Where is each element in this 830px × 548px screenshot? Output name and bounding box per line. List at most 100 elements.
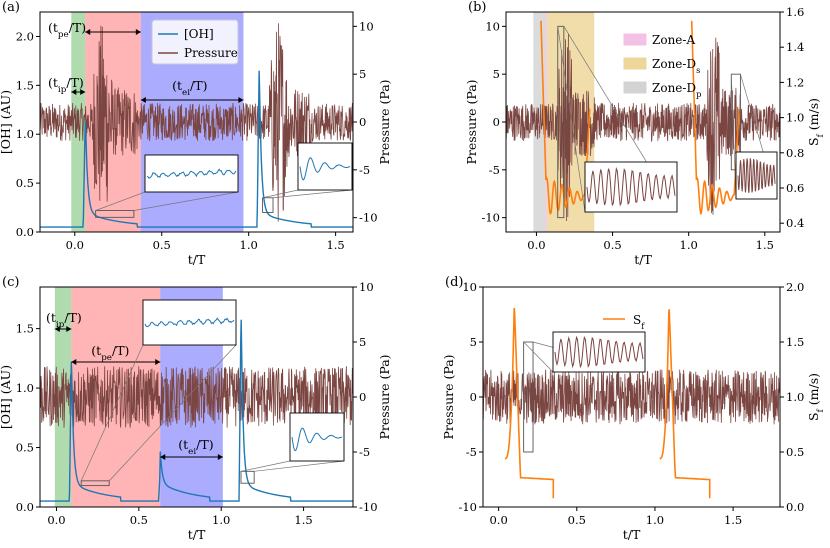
annotation-pe-tail: /T): [69, 20, 86, 35]
inset-connector: [240, 460, 291, 472]
y-tick-label-left: -5: [466, 445, 477, 459]
oh-line: [40, 319, 353, 502]
annotation-ei-arrowhead-right: [217, 454, 223, 460]
annotation-ei: (tei/T): [172, 78, 207, 98]
y-tick-label-right: 1.4: [786, 40, 804, 54]
x-tick-label: 1.5: [756, 238, 774, 252]
plot-area: [506, 12, 780, 232]
y-tick-label-right: 5: [359, 67, 366, 81]
annotation-pe-base: (t: [91, 343, 101, 358]
y-tick-label-right: 5: [359, 335, 366, 349]
annotation-ip-base: (t: [46, 310, 56, 325]
legend-zone-label: Zone-Ds: [652, 57, 700, 75]
y-tick-label-right: 0.0: [786, 500, 804, 514]
annotation-ip-tail: /T): [66, 75, 83, 90]
y-tick-label-left: 0.0: [16, 225, 34, 239]
panel-d: 0.0 0.5 1.0 1.5 -10 -5 0 5 10 0.0 0.5 1.0 1.5 2.0 t/T P…: [441, 275, 826, 542]
annotation-ip-tail: /T): [64, 310, 81, 325]
annotation-ei-arrowhead-left: [160, 454, 166, 460]
y-tick-label-left: 5: [470, 335, 477, 349]
inset-source-rect: [80, 480, 110, 487]
y-tick-label-right: 0.8: [786, 146, 804, 160]
annotation-pe-arrowhead-right: [155, 359, 161, 365]
y-tick-label-left: -10: [481, 211, 500, 225]
annotation-pe: (tpe/T): [91, 343, 129, 363]
pressure-line: [506, 33, 780, 222]
panel-label: (c): [2, 275, 19, 290]
inset-connector: [262, 189, 299, 199]
x-tick-label: 0.0: [489, 513, 507, 527]
inset-connector: [523, 341, 554, 373]
x-tick-label: 1.0: [646, 513, 664, 527]
legend-sf-label-base: S: [633, 313, 641, 327]
annotation-ip-arrowhead-left: [54, 326, 60, 332]
plot-area: [40, 12, 353, 232]
annotation-ei-base: (t: [178, 437, 188, 452]
legend-zone-label: Zone-A: [652, 33, 695, 47]
inset-connector: [254, 460, 345, 472]
legend-oh-label: [OH]: [184, 27, 214, 41]
y-tick-label-right: -10: [359, 211, 378, 225]
inset-source-rect: [240, 470, 255, 484]
inset-trace: [299, 157, 351, 181]
inset-source-rect: [557, 25, 565, 219]
y-tick-label-right: 10: [359, 19, 374, 33]
y-tick-label-left: 1.0: [16, 127, 34, 141]
annotation-pe-arrowhead-left: [71, 359, 77, 365]
sf-line: [540, 20, 591, 215]
inset-source-rect: [95, 210, 135, 218]
legend-zone-label: Zone-Dp: [652, 81, 701, 99]
x-tick-label: 0.0: [47, 513, 65, 527]
plot-area: [483, 307, 780, 499]
inset-trace: [146, 168, 237, 179]
y-axis-label-left: [OH] (AU): [0, 90, 13, 154]
annotation-pe-sub: pe: [101, 353, 112, 363]
legend-zone-swatch: [623, 33, 647, 46]
y-tick-label-left: 0.0: [16, 500, 34, 514]
annotation-pe-arrowhead-right: [135, 29, 141, 35]
x-tick-label: 0.5: [130, 513, 148, 527]
x-tick-label: 1.0: [212, 513, 230, 527]
sf-line: [504, 307, 555, 499]
y-axis-label-right-sub: f: [816, 408, 826, 412]
legend-zone-swatch: [623, 57, 647, 70]
y-axis-label-left: Pressure (Pa): [464, 79, 479, 164]
sf-line: [659, 309, 711, 499]
panel-label: (b): [468, 0, 486, 15]
legend-zone-label-base: Zone-D: [652, 81, 696, 95]
y-tick-label-right: 1.0: [786, 111, 804, 125]
x-tick-label: 0.5: [568, 513, 586, 527]
legend-zone-label-base: Zone-D: [652, 57, 696, 71]
x-axis-label: t/T: [188, 252, 206, 267]
legend-zone-label-base: Zone-A: [652, 33, 695, 47]
legend-zone-label-sub: p: [696, 89, 701, 99]
inset-connector: [80, 344, 144, 481]
y-tick-label-left: -5: [489, 163, 500, 177]
y-tick-label-right: 10: [359, 280, 374, 294]
y-axis-label-right: Pressure (Pa): [377, 354, 392, 439]
legend-sf-label-sub: f: [641, 321, 645, 331]
x-tick-label: 0.0: [66, 238, 84, 252]
annotation-ei-tail: /T): [196, 437, 213, 452]
y-tick-label-right: -10: [359, 500, 378, 514]
y-axis-label-right-sub: f: [816, 133, 826, 137]
y-tick-label-left: -10: [458, 500, 477, 514]
annotation-ip: (tip/T): [46, 310, 82, 330]
x-tick-label: 0.5: [603, 238, 621, 252]
inset-trace: [737, 158, 776, 193]
y-tick-label-left: 1.5: [16, 322, 34, 336]
annotation-ip-sub: ip: [58, 85, 67, 95]
x-tick-label: 1.5: [326, 238, 344, 252]
annotation-ip-base: (t: [48, 75, 58, 90]
y-axis-label-right-tail: (m/s): [806, 98, 821, 134]
annotation-ei-sub: ei: [182, 88, 190, 98]
y-axis-label-right: Sf (m/s): [806, 373, 826, 421]
annotation-pe-arrowhead-left: [85, 29, 91, 35]
y-tick-label-left: 0: [470, 390, 477, 404]
inset-connector: [557, 26, 586, 213]
x-tick-label: 1.5: [724, 513, 742, 527]
annotation-pe-sub: pe: [58, 30, 69, 40]
y-axis-label-right-base: S: [806, 412, 821, 421]
legend-pressure-label: Pressure: [184, 46, 238, 60]
